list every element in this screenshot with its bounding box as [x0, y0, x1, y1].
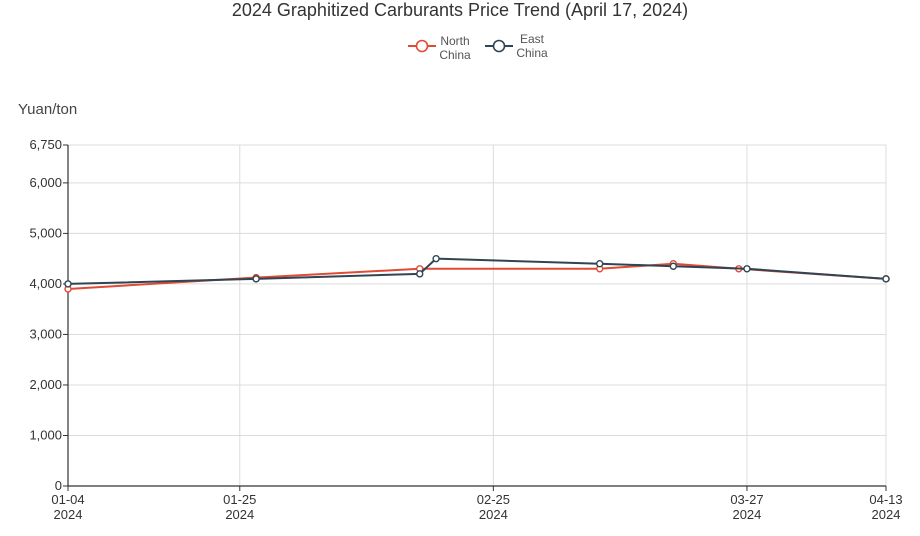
y-tick-label: 6,750	[29, 137, 62, 152]
series-line-north-china	[67, 262, 887, 290]
legend-swatch-east-china	[485, 39, 513, 53]
x-tick-year-label: 2024	[225, 507, 254, 522]
data-point-east-china	[416, 270, 424, 278]
x-tick-year-label: 2024	[872, 507, 901, 522]
y-tick-label: 6,000	[29, 175, 62, 190]
x-tick-label: 02-25	[477, 492, 510, 507]
x-tick-label: 04-13	[869, 492, 902, 507]
x-tick-label: 03-27	[730, 492, 763, 507]
x-tick-label: 01-25	[223, 492, 256, 507]
legend-item-east-china[interactable]: East China	[485, 32, 551, 60]
data-point-east-china	[252, 275, 260, 283]
y-axis-label: Yuan/ton	[18, 101, 78, 118]
legend-swatch-north-china	[408, 39, 436, 53]
chart-title: 2024 Graphitized Carburants Price Trend …	[231, 0, 689, 20]
series-line-east-china	[67, 257, 887, 285]
x-tick-year-label: 2024	[479, 507, 508, 522]
y-tick-label: 1,000	[29, 427, 62, 442]
y-tick-label: 2,000	[29, 377, 62, 392]
y-tick-label: 5,000	[29, 225, 62, 240]
y-tick-label: 3,000	[29, 326, 62, 341]
data-point-east-china	[882, 275, 890, 283]
y-tick-label: 4,000	[29, 276, 62, 291]
data-point-east-china	[64, 280, 72, 288]
legend-label-east-china: East China	[516, 32, 548, 60]
legend: North China East China	[0, 32, 920, 68]
x-tick-year-label: 2024	[732, 507, 761, 522]
data-point-east-china	[596, 260, 604, 268]
x-tick-year-label: 2024	[54, 507, 83, 522]
y-tick-label: 0	[55, 478, 62, 493]
data-point-east-china	[743, 265, 751, 273]
data-point-east-china	[432, 254, 440, 263]
legend-item-north-china[interactable]: North China	[408, 34, 474, 62]
legend-label-north-china: North China	[439, 34, 471, 62]
data-point-east-china	[669, 262, 678, 270]
x-tick-label: 01-04	[51, 492, 84, 507]
